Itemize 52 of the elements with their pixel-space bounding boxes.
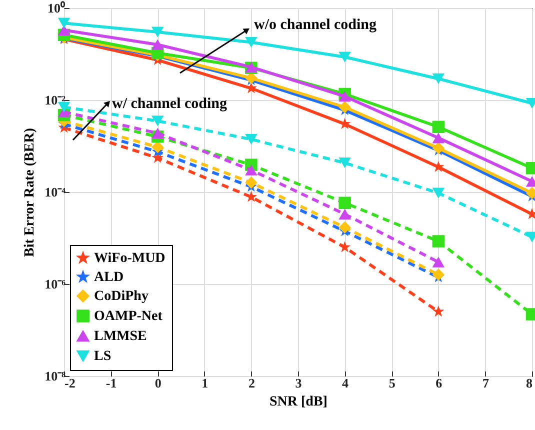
x-tick-label: -2 — [64, 376, 76, 390]
point — [338, 101, 351, 114]
point — [151, 26, 164, 38]
annotation: w/o channel coding — [254, 17, 378, 33]
legend-label: OAMP-Net — [94, 309, 163, 324]
point — [151, 39, 164, 50]
point — [432, 256, 445, 268]
point — [338, 158, 351, 168]
legend-label: ALD — [94, 270, 124, 285]
point — [58, 18, 70, 28]
y-tick-label: 10⁻⁸ — [44, 368, 66, 384]
x-tick-label: 8 — [526, 376, 533, 390]
legend-label: LS — [94, 349, 112, 364]
point — [338, 241, 351, 252]
x-tick-label: -1 — [106, 376, 117, 390]
point — [151, 116, 164, 126]
point — [338, 221, 351, 234]
x-tick-label: 3 — [295, 376, 302, 390]
point — [338, 208, 351, 220]
y-tick-label: 10⁻² — [44, 92, 66, 108]
x-tick-label: 0 — [154, 376, 162, 390]
x-tick-label: 2 — [248, 376, 255, 390]
point — [432, 120, 445, 134]
y-tick-label: 10⁰ — [48, 0, 66, 16]
legend-label: CoDiPhy — [94, 289, 148, 304]
point — [338, 52, 351, 62]
y-axis-title: Bit Error Rate (BER) — [22, 128, 38, 257]
y-tick-label: 10⁻⁶ — [44, 276, 66, 292]
legend-label: WiFo-MUD — [94, 251, 166, 266]
point — [432, 306, 444, 317]
annotation: w/ channel coding — [112, 96, 228, 112]
point — [432, 268, 445, 281]
x-tick-label: 5 — [388, 376, 396, 390]
x-tick-label: 4 — [342, 376, 350, 390]
point — [338, 91, 351, 102]
point — [245, 36, 258, 48]
point — [338, 196, 351, 210]
point — [432, 235, 445, 248]
x-axis-title: SNR [dB] — [270, 394, 328, 410]
point — [432, 188, 445, 198]
x-tick-label: 7 — [482, 376, 490, 390]
y-tick-label: 10⁻⁴ — [44, 184, 66, 200]
point — [432, 132, 445, 144]
point — [245, 176, 258, 189]
point — [245, 134, 258, 145]
point — [245, 164, 258, 176]
x-tick-label: 1 — [202, 376, 208, 390]
x-tick-label: 6 — [436, 376, 443, 390]
point — [151, 128, 164, 138]
point — [432, 73, 445, 84]
legend-label: LMMSE — [94, 329, 147, 344]
point — [432, 142, 445, 154]
